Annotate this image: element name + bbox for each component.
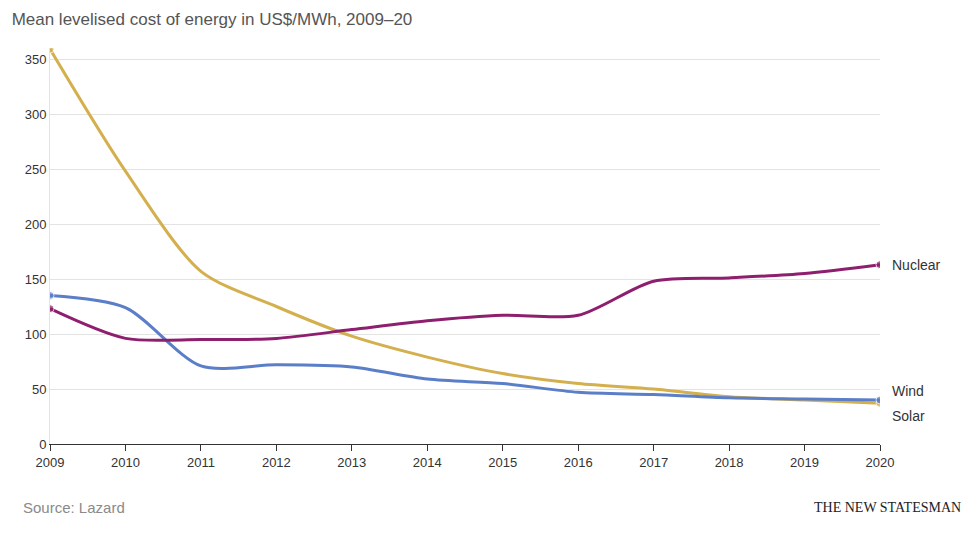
svg-text:2019: 2019 — [790, 455, 819, 470]
svg-text:THE NEW STATESMAN: THE NEW STATESMAN — [814, 500, 961, 515]
svg-text:0: 0 — [39, 437, 46, 452]
svg-text:2017: 2017 — [639, 455, 668, 470]
svg-text:2015: 2015 — [488, 455, 517, 470]
svg-text:2018: 2018 — [715, 455, 744, 470]
svg-text:150: 150 — [25, 272, 47, 287]
svg-text:250: 250 — [25, 162, 47, 177]
svg-text:2016: 2016 — [564, 455, 593, 470]
svg-text:2009: 2009 — [36, 455, 65, 470]
svg-text:100: 100 — [25, 327, 47, 342]
svg-text:Nuclear: Nuclear — [892, 257, 941, 273]
svg-text:2014: 2014 — [413, 455, 442, 470]
svg-text:Mean levelised cost of energy: Mean levelised cost of energy in US$/MWh… — [12, 10, 413, 29]
svg-text:2010: 2010 — [111, 455, 140, 470]
svg-text:2012: 2012 — [262, 455, 291, 470]
svg-text:2011: 2011 — [187, 455, 215, 470]
svg-text:350: 350 — [25, 52, 47, 67]
svg-text:300: 300 — [25, 107, 47, 122]
svg-text:2013: 2013 — [337, 455, 366, 470]
svg-text:2020: 2020 — [866, 455, 895, 470]
svg-text:50: 50 — [32, 382, 46, 397]
svg-text:Wind: Wind — [892, 383, 924, 399]
svg-text:Solar: Solar — [892, 408, 925, 424]
svg-text:200: 200 — [25, 217, 47, 232]
svg-text:Source: Lazard: Source: Lazard — [23, 499, 125, 516]
